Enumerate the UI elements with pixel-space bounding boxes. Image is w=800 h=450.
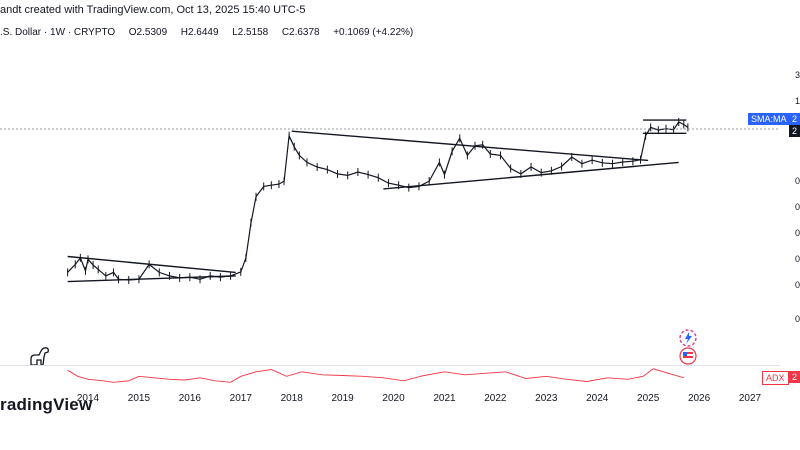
candles-group xyxy=(67,118,689,284)
price-badge: 2 xyxy=(789,125,800,137)
x-tick-label: 2023 xyxy=(535,393,558,404)
right-axis-label: 0 xyxy=(794,314,800,324)
ohlc-close: C2.6378 xyxy=(281,27,320,38)
x-tick-label: 2026 xyxy=(688,393,711,404)
x-tick-label: 2022 xyxy=(484,393,507,404)
price-series-line xyxy=(67,121,689,281)
trendline[interactable] xyxy=(67,275,236,283)
sma-label: SMA:MA xyxy=(751,114,787,124)
x-tick-label: 2019 xyxy=(331,393,354,404)
x-tick-label: 2021 xyxy=(433,393,456,404)
right-axis-label: 0 xyxy=(794,176,800,186)
adx-series-line xyxy=(67,368,684,383)
ohlc-open: O2.5309 xyxy=(128,27,168,38)
x-tick-label: 2027 xyxy=(739,393,762,404)
adx-badge: ADX xyxy=(762,371,789,385)
ohlc-high: H2.6449 xyxy=(180,27,219,38)
right-axis-label: 0 xyxy=(794,254,800,264)
pane-separator[interactable] xyxy=(0,365,780,366)
symbol-info-line: .S. Dollar · 1W · CRYPTO O2.5309 H2.6449… xyxy=(0,27,413,38)
trendline[interactable] xyxy=(67,255,236,274)
adx-value-badge: 2 xyxy=(789,371,800,383)
dino-icon[interactable] xyxy=(30,347,49,366)
lightning-icon[interactable] xyxy=(679,329,697,347)
right-axis-label: 3 xyxy=(794,70,800,80)
x-tick-label: 2025 xyxy=(637,393,660,404)
right-axis-label: 0 xyxy=(794,280,800,290)
trendline[interactable] xyxy=(291,130,649,162)
right-axis-label: 0 xyxy=(794,202,800,212)
x-tick-label: 2018 xyxy=(281,393,304,404)
sma-value-badge: 2 xyxy=(789,113,800,125)
sma-value: 2 xyxy=(792,114,798,124)
x-tick-label: 2024 xyxy=(586,393,609,404)
x-tick-label: 2015 xyxy=(128,393,151,404)
flag-icon[interactable] xyxy=(679,347,697,365)
ohlc-change: +0.1069 (+4.22%) xyxy=(333,27,414,38)
x-tick-label: 2020 xyxy=(382,393,405,404)
adx-value: 2 xyxy=(792,372,798,382)
right-axis-label: 1 xyxy=(794,96,800,106)
price-value: 2 xyxy=(792,126,798,136)
author-line: andt created with TradingView.com, Oct 1… xyxy=(0,4,306,16)
x-tick-label: 2016 xyxy=(179,393,202,404)
symbol-label: .S. Dollar · 1W · CRYPTO xyxy=(0,27,116,38)
sma-badge: SMA:MA xyxy=(748,113,790,125)
adx-label: ADX xyxy=(766,373,785,383)
adx-pane xyxy=(67,368,684,383)
x-axis-ticks: 2014 2015 2016 2017 2018 2019 2020 2021 2022 2023… xyxy=(77,393,762,404)
right-axis-label: 0 xyxy=(794,228,800,238)
tradingview-logo[interactable]: radingView xyxy=(0,395,93,414)
x-tick-label: 2014 xyxy=(77,393,100,404)
trendline[interactable] xyxy=(383,161,679,190)
ohlc-low: L2.5158 xyxy=(232,27,269,38)
x-tick-label: 2017 xyxy=(230,393,253,404)
trendlines-group xyxy=(67,119,687,283)
